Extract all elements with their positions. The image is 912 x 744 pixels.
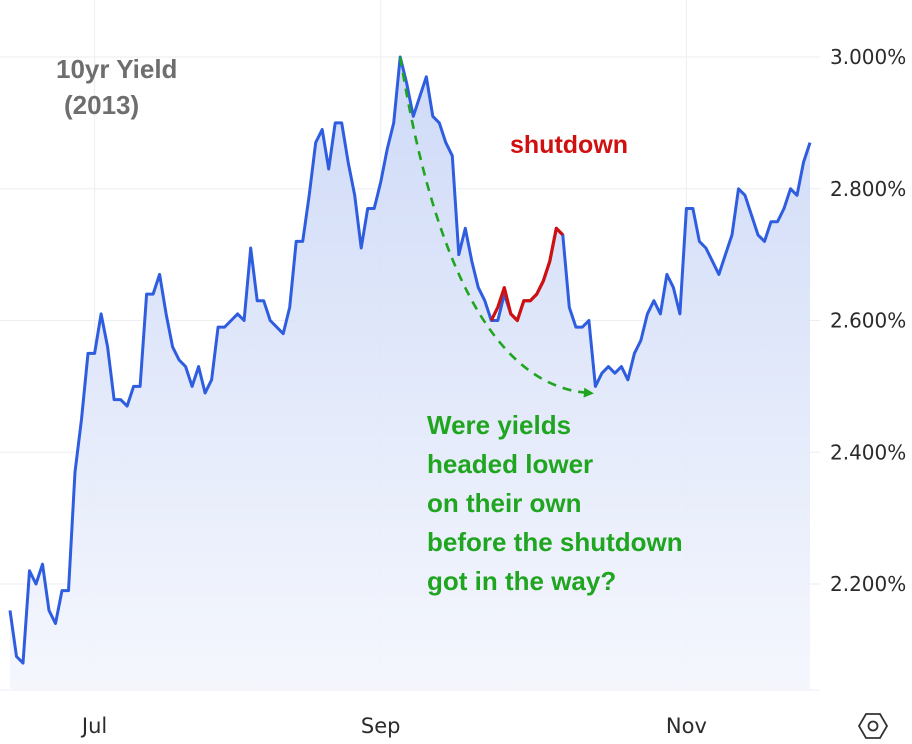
y-tick-label: 2.600% [830, 309, 906, 333]
chart-subtitle: (2013) [64, 90, 139, 120]
yield-area-fill [10, 57, 810, 690]
question-line: headed lower [427, 449, 593, 479]
yield-series-line [8, 55, 812, 665]
shutdown-label: shutdown [510, 131, 628, 159]
y-tick-label: 2.800% [830, 177, 906, 201]
x-axis-ticks: Jul Sep Nov [80, 714, 707, 738]
question-line: before the shutdown [427, 527, 683, 557]
trend-arrow [398, 56, 594, 398]
x-tick-label: Nov [666, 714, 707, 738]
y-tick-label: 2.400% [830, 440, 906, 464]
shutdown-series-line [489, 226, 564, 323]
x-tick-label: Jul [80, 714, 107, 738]
question-line: on their own [427, 488, 582, 518]
question-line: got in the way? [427, 566, 616, 596]
chart-title: 10yr Yield [56, 54, 177, 84]
y-axis-ticks: 3.000% 2.800% 2.600% 2.400% 2.200% [830, 45, 906, 596]
question-line: Were yields [427, 410, 571, 440]
settings-hexagon-icon[interactable] [857, 713, 889, 739]
x-tick-label: Sep [361, 714, 401, 738]
y-tick-label: 2.200% [830, 572, 906, 596]
y-tick-label: 3.000% [830, 45, 906, 69]
question-annotation: Were yields headed lower on their own be… [427, 410, 683, 596]
